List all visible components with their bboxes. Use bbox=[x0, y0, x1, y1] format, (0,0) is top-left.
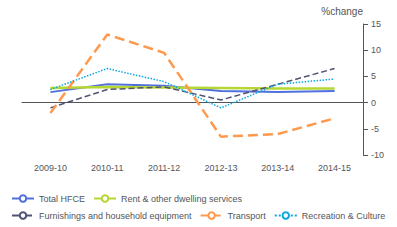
svg-text:2011-12: 2011-12 bbox=[148, 163, 180, 173]
svg-text:-10: -10 bbox=[371, 150, 384, 160]
svg-text:Transport: Transport bbox=[228, 211, 267, 221]
svg-text:-5: -5 bbox=[371, 124, 379, 134]
svg-text:%change: %change bbox=[321, 6, 363, 17]
svg-text:15: 15 bbox=[371, 19, 381, 29]
svg-text:2013-14: 2013-14 bbox=[261, 163, 294, 173]
svg-text:0: 0 bbox=[371, 98, 376, 108]
svg-text:Total HFCE: Total HFCE bbox=[39, 194, 85, 204]
svg-text:2009-10: 2009-10 bbox=[34, 163, 67, 173]
svg-text:2012-13: 2012-13 bbox=[204, 163, 237, 173]
svg-text:Furnishings and household equi: Furnishings and household equipment bbox=[39, 211, 192, 221]
svg-text:5: 5 bbox=[371, 71, 376, 81]
svg-text:Rent & other dwelling services: Rent & other dwelling services bbox=[121, 194, 243, 204]
svg-text:2014-15: 2014-15 bbox=[318, 163, 351, 173]
svg-text:2010-11: 2010-11 bbox=[91, 163, 123, 173]
svg-text:10: 10 bbox=[371, 45, 381, 55]
svg-text:Recreation & Culture: Recreation & Culture bbox=[302, 211, 386, 221]
